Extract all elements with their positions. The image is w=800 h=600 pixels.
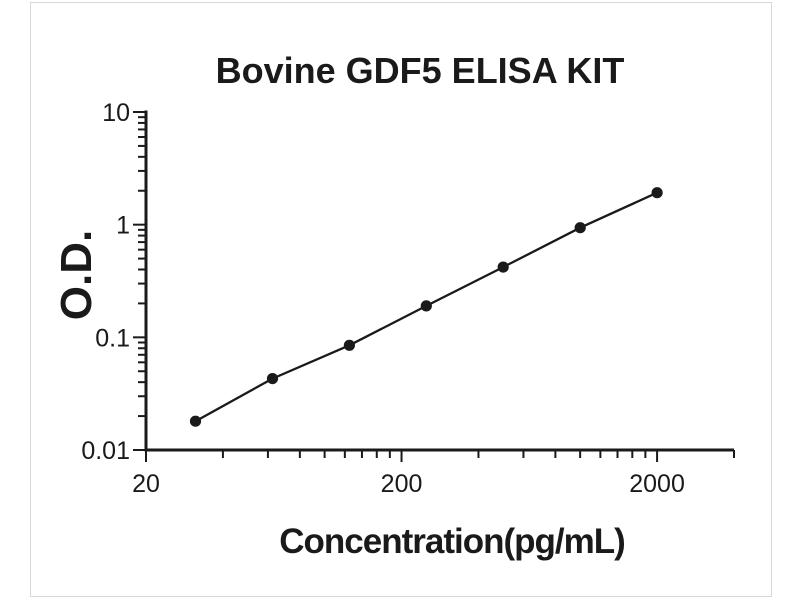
data-point-marker [189,415,202,427]
x-tick-label: 200 [381,470,423,498]
data-point-marker [651,187,663,199]
y-tick-label: 10 [102,99,130,127]
chart-title: Bovine GDF5 ELISA KIT [215,50,625,91]
data-point-marker [574,222,586,234]
y-tick-label: 1 [116,212,130,240]
x-tick-label: 2000 [629,470,685,498]
data-point-marker [343,339,355,351]
x-axis-title: Concentration(pg/mL) [279,522,626,561]
x-tick-label: 20 [132,470,160,498]
data-point-marker [266,373,279,385]
y-tick-label: 0.1 [95,324,130,352]
data-point-marker [497,261,509,273]
y-tick-label: 0.01 [81,437,130,465]
image-frame-border [30,2,772,597]
data-point-marker [420,300,432,312]
